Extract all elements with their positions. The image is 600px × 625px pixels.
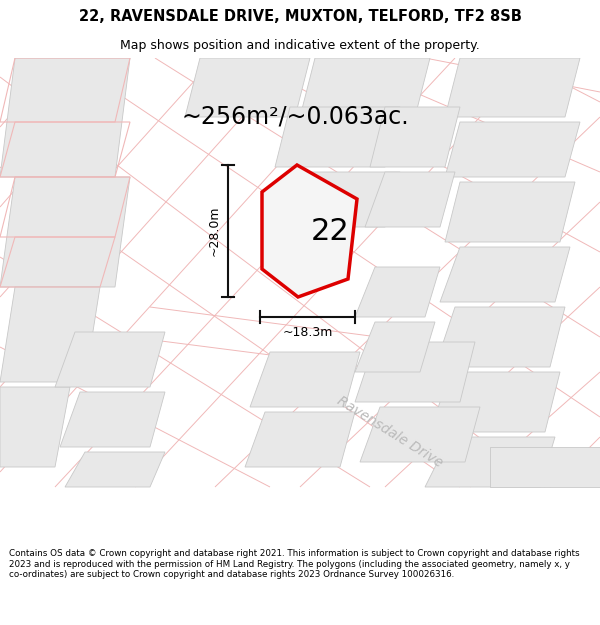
Polygon shape <box>490 447 600 487</box>
Polygon shape <box>445 58 580 117</box>
Polygon shape <box>262 165 357 297</box>
Text: 22: 22 <box>311 217 349 246</box>
Polygon shape <box>245 412 355 467</box>
Polygon shape <box>435 307 565 367</box>
Text: Ravensdale Drive: Ravensdale Drive <box>335 394 445 470</box>
Polygon shape <box>425 437 555 487</box>
Polygon shape <box>0 58 130 177</box>
Polygon shape <box>360 407 480 462</box>
Polygon shape <box>250 352 360 407</box>
Polygon shape <box>355 322 435 372</box>
Text: 22, RAVENSDALE DRIVE, MUXTON, TELFORD, TF2 8SB: 22, RAVENSDALE DRIVE, MUXTON, TELFORD, T… <box>79 9 521 24</box>
Text: ~28.0m: ~28.0m <box>208 206 221 256</box>
Polygon shape <box>440 247 570 302</box>
Polygon shape <box>275 172 400 227</box>
Text: ~18.3m: ~18.3m <box>283 326 332 339</box>
Text: ~256m²/~0.063ac.: ~256m²/~0.063ac. <box>181 105 409 129</box>
Polygon shape <box>185 58 310 117</box>
Polygon shape <box>0 287 100 382</box>
Polygon shape <box>55 332 165 387</box>
Polygon shape <box>445 182 575 242</box>
Polygon shape <box>430 372 560 432</box>
Polygon shape <box>60 392 165 447</box>
Polygon shape <box>300 58 430 117</box>
Text: Contains OS data © Crown copyright and database right 2021. This information is : Contains OS data © Crown copyright and d… <box>9 549 580 579</box>
Polygon shape <box>445 122 580 177</box>
Polygon shape <box>355 267 440 317</box>
Polygon shape <box>365 172 455 227</box>
Polygon shape <box>0 177 130 287</box>
Polygon shape <box>0 387 70 467</box>
Polygon shape <box>65 452 165 487</box>
Polygon shape <box>355 342 475 402</box>
Text: Map shows position and indicative extent of the property.: Map shows position and indicative extent… <box>120 39 480 52</box>
Polygon shape <box>275 107 400 167</box>
Polygon shape <box>370 107 460 167</box>
